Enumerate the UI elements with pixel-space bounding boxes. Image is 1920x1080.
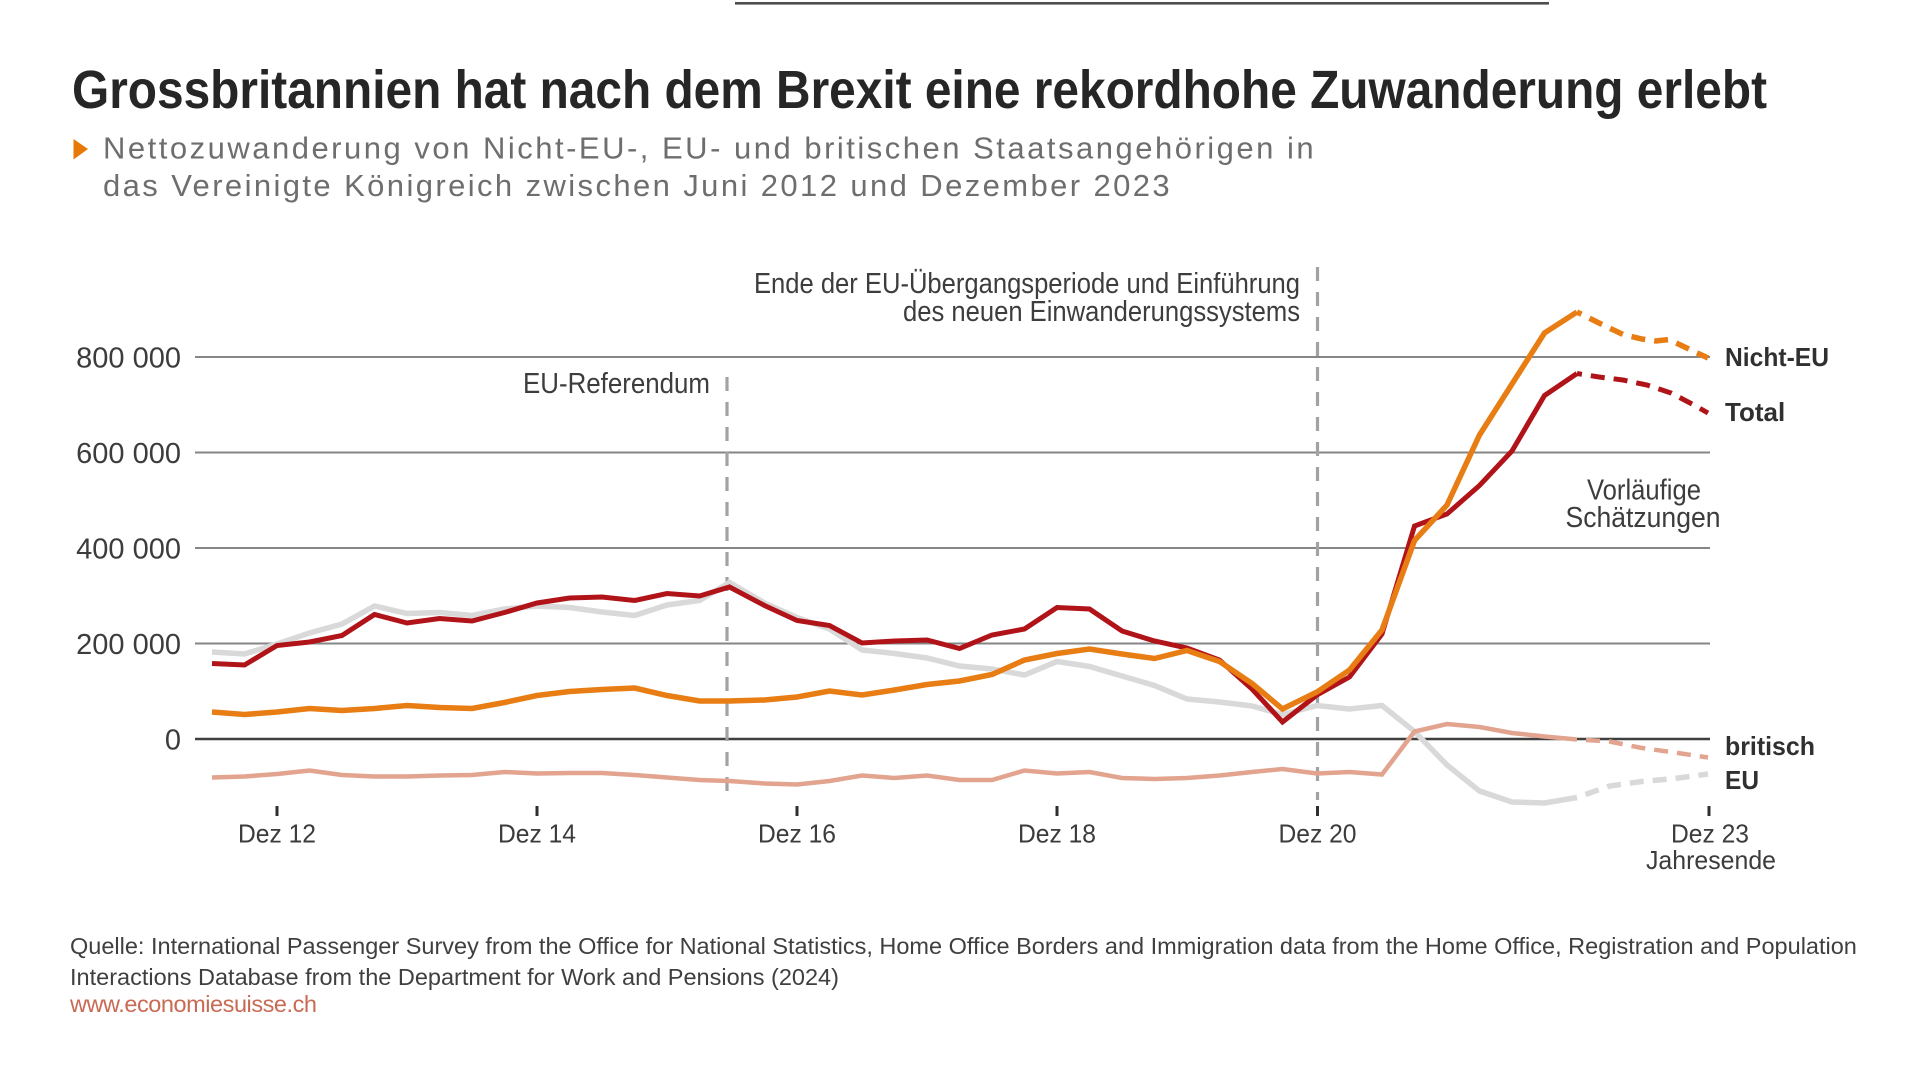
svg-text:800 000: 800 000 — [76, 343, 181, 375]
svg-text:www.economiesuisse.ch: www.economiesuisse.ch — [69, 991, 317, 1017]
svg-text:Dez 20: Dez 20 — [1279, 819, 1357, 849]
svg-text:des neuen Einwanderungssystems: des neuen Einwanderungssystems — [903, 296, 1300, 328]
svg-text:Dez 16: Dez 16 — [758, 819, 836, 849]
svg-text:Nicht-EU: Nicht-EU — [1725, 342, 1829, 372]
svg-text:0: 0 — [165, 725, 181, 757]
svg-text:Interactions Database from the: Interactions Database from the Departmen… — [70, 964, 839, 990]
svg-text:britisch: britisch — [1725, 731, 1815, 761]
svg-text:EU-Referendum: EU-Referendum — [523, 368, 710, 400]
svg-text:Quelle: International Passenge: Quelle: International Passenger Survey f… — [70, 933, 1857, 959]
svg-text:600 000: 600 000 — [76, 438, 181, 470]
svg-text:Dez 18: Dez 18 — [1018, 819, 1096, 849]
svg-text:200 000: 200 000 — [76, 629, 181, 661]
svg-text:Vorläufige: Vorläufige — [1587, 475, 1701, 507]
svg-text:Dez 14: Dez 14 — [498, 819, 576, 849]
svg-text:das Vereinigte Königreich zwis: das Vereinigte Königreich zwischen Juni … — [103, 168, 1172, 203]
svg-text:Dez 23: Dez 23 — [1671, 819, 1749, 849]
svg-text:Schätzungen: Schätzungen — [1566, 502, 1721, 534]
svg-text:EU: EU — [1725, 765, 1759, 795]
svg-text:Ende der EU-Übergangsperiode u: Ende der EU-Übergangsperiode und Einführ… — [754, 268, 1300, 300]
svg-text:Nettozuwanderung von Nicht-EU-: Nettozuwanderung von Nicht-EU-, EU- und … — [103, 131, 1316, 166]
svg-text:400 000: 400 000 — [76, 534, 181, 566]
svg-text:Grossbritannien hat nach dem B: Grossbritannien hat nach dem Brexit eine… — [72, 60, 1767, 120]
svg-text:Total: Total — [1725, 397, 1785, 427]
svg-text:Dez 12: Dez 12 — [238, 819, 316, 849]
svg-text:Jahresende: Jahresende — [1646, 845, 1776, 875]
